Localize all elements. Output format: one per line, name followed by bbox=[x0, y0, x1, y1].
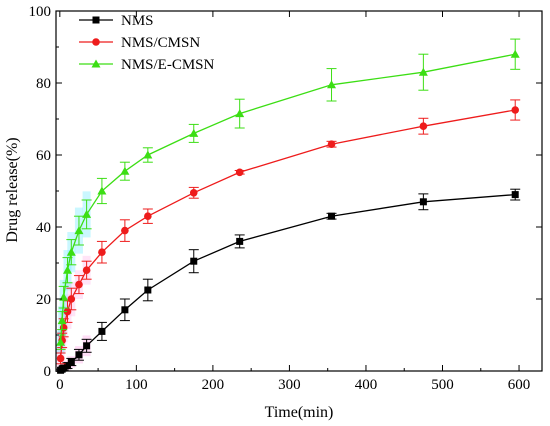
y-tick-label-80: 80 bbox=[36, 76, 51, 92]
data-point-2-5 bbox=[74, 226, 84, 235]
series-line-0 bbox=[60, 193, 516, 371]
x-tick-label-400: 400 bbox=[355, 377, 378, 393]
y-tick-label-40: 40 bbox=[36, 220, 51, 236]
x-tick-label-0: 0 bbox=[56, 377, 64, 393]
data-point-1-13 bbox=[419, 122, 428, 130]
data-point-1-4 bbox=[67, 295, 76, 303]
data-point-1-8 bbox=[121, 226, 129, 235]
data-point-2-13 bbox=[418, 67, 428, 76]
data-point-2-1 bbox=[57, 316, 67, 325]
y-tick-label-60: 60 bbox=[36, 148, 51, 164]
data-point-1-10 bbox=[189, 189, 198, 197]
x-tick-label-100: 100 bbox=[125, 377, 148, 393]
data-point-1-14 bbox=[511, 106, 520, 114]
legend-label-2: NMS/E-CMSN bbox=[121, 57, 215, 73]
data-point-2-4 bbox=[66, 247, 76, 256]
data-point-2-3 bbox=[62, 265, 72, 274]
data-point-2-7 bbox=[97, 186, 107, 195]
y-tick-label-20: 20 bbox=[36, 292, 51, 308]
legend: NMS NMS/CMSN NMS/E-CMSN bbox=[79, 13, 215, 73]
series-NMS bbox=[55, 188, 521, 374]
data-point-0-14 bbox=[511, 191, 519, 199]
data-point-1-5 bbox=[75, 280, 83, 289]
legend-marker-0 bbox=[92, 16, 100, 24]
x-tick-label-200: 200 bbox=[202, 377, 225, 393]
y-tick-label-100: 100 bbox=[29, 4, 52, 20]
data-point-2-8 bbox=[120, 166, 130, 175]
legend-label-1: NMS/CMSN bbox=[121, 35, 200, 51]
legend-label-0: NMS bbox=[121, 13, 154, 29]
data-point-1-12 bbox=[327, 140, 336, 148]
series-layer bbox=[55, 38, 521, 374]
data-point-2-12 bbox=[327, 80, 337, 89]
data-point-1-7 bbox=[98, 248, 106, 256]
data-point-2-14 bbox=[510, 49, 520, 58]
data-point-2-6 bbox=[82, 209, 92, 218]
axes-layer: 0 100 200 300 400 500 600 0 20 40 60 80 100 bbox=[29, 4, 543, 393]
x-tick-label-500: 500 bbox=[431, 377, 454, 393]
data-point-0-7 bbox=[98, 327, 106, 335]
legend-marker-1 bbox=[92, 38, 100, 46]
data-point-0-12 bbox=[328, 212, 336, 220]
data-point-1-11 bbox=[235, 168, 244, 177]
series-NMS/CMSN bbox=[55, 99, 521, 365]
data-point-1-6 bbox=[82, 266, 91, 275]
data-point-2-11 bbox=[235, 109, 245, 118]
series-line-1 bbox=[59, 109, 516, 359]
x-tick-label-600: 600 bbox=[508, 377, 531, 393]
data-point-0-8 bbox=[121, 306, 129, 314]
data-point-0-13 bbox=[419, 198, 427, 206]
data-point-0-6 bbox=[83, 342, 91, 350]
data-point-0-10 bbox=[190, 257, 198, 265]
data-point-1-9 bbox=[144, 212, 152, 220]
x-tick-label-300: 300 bbox=[278, 377, 301, 393]
y-axis-title: Drug release(%) bbox=[4, 137, 21, 242]
series-NMS/E-CMSN bbox=[55, 38, 521, 350]
data-point-0-5 bbox=[75, 351, 83, 359]
x-axis-title: Time(min) bbox=[265, 404, 334, 421]
data-point-2-10 bbox=[189, 128, 199, 137]
legend-marker-2 bbox=[91, 59, 101, 68]
data-point-0-4 bbox=[67, 358, 75, 366]
y-tick-label-0: 0 bbox=[44, 364, 52, 380]
data-point-2-0 bbox=[56, 337, 66, 346]
data-point-2-9 bbox=[143, 150, 153, 159]
data-point-0-11 bbox=[236, 237, 244, 245]
data-point-1-0 bbox=[56, 354, 65, 363]
data-point-0-9 bbox=[144, 286, 152, 294]
